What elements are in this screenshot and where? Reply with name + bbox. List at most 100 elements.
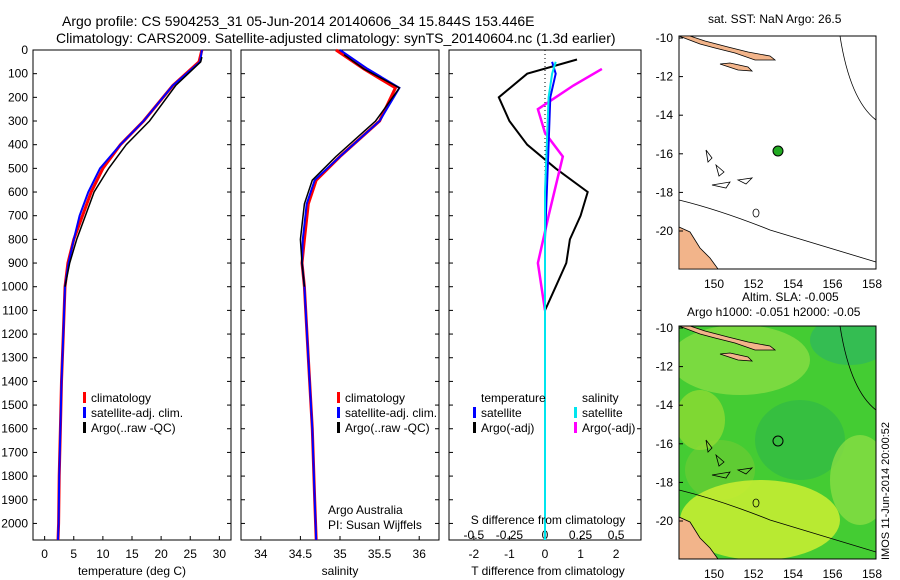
temperature-xtick-label: 5 (70, 547, 77, 561)
salinity-xtick-label: 34.5 (289, 547, 313, 561)
difference-xtick-label: -2 (469, 547, 480, 561)
legend-swatch-satellite (337, 407, 340, 418)
difference-xtick-label: -1 (504, 547, 515, 561)
map-lat-label: -16 (656, 147, 674, 161)
legend-label: climatology (345, 391, 405, 405)
legend-label: Argo(-adj) (582, 421, 635, 435)
sla-patch (679, 390, 725, 450)
temperature-line-argo (64, 56, 203, 287)
difference-xtick-label: 1 (577, 547, 584, 561)
argo-float-position-ring (772, 435, 784, 447)
map-lat-label: -12 (656, 360, 674, 374)
depth-tick-label: 1000 (1, 280, 28, 294)
bottom-map-land-png (679, 326, 777, 351)
legend-swatch-s-argo (574, 422, 577, 433)
map-lon-label: 150 (704, 277, 724, 291)
difference-xtick-label: 0 (542, 547, 549, 561)
bottom-map-land-australia (679, 516, 719, 559)
s-difference-tick-label: 0.25 (569, 528, 593, 542)
difference-line-s-argo (536, 67, 603, 311)
bottom-map-frame (678, 325, 877, 560)
map-lat-label: -12 (656, 70, 674, 84)
map-lat-label: -14 (656, 398, 674, 412)
salinity-line-argo (299, 54, 401, 287)
temperature-xtick-label: 10 (96, 547, 110, 561)
depth-tick-label: 2000 (1, 516, 28, 530)
temperature-legend: climatology satellite-adj. clim. Argo(..… (83, 391, 183, 435)
temperature-line-climatology (56, 49, 204, 541)
legend-swatch-s-satellite (574, 407, 577, 418)
bottom-map-title-1: Altim. SLA: -0.005 (742, 290, 839, 304)
temperature-xtick-label: 0 (41, 547, 48, 561)
temperature-xtick-label: 15 (125, 547, 139, 561)
temperature-xtick-label: 25 (184, 547, 198, 561)
map-lon-label: 150 (704, 567, 724, 580)
bottom-map-title-2: Argo h1000: -0.051 h2000: -0.05 (687, 305, 861, 319)
depth-tick-label: 700 (8, 209, 28, 223)
map-lon-label: 156 (822, 277, 842, 291)
map-lat-label: -14 (656, 108, 674, 122)
depth-tick-label: 1100 (2, 303, 28, 317)
credit-argo-australia: Argo Australia (328, 503, 403, 517)
depth-tick-label: 900 (8, 256, 28, 270)
map-lon-label: 154 (783, 567, 803, 580)
top-map-axes: -10 -12 -14 -16 -18 -20 150 152 154 156 158 (656, 31, 883, 291)
map-lon-label: 154 (783, 277, 803, 291)
sla-patch-high (680, 480, 840, 559)
legend-swatch-t-satellite (473, 407, 476, 418)
title-line-2: Climatology: CARS2009. Satellite-adjuste… (56, 30, 616, 46)
map-lon-label: 152 (743, 277, 763, 291)
salinity-xtick-label: 36 (413, 547, 427, 561)
depth-tick-label: 1300 (1, 351, 28, 365)
map-lat-label: -16 (656, 437, 674, 451)
temperature-xtick-label: 20 (154, 547, 168, 561)
sla-patch (755, 400, 845, 480)
legend-label: Argo(..raw -QC) (345, 421, 430, 435)
depth-tick-label: 1500 (1, 398, 28, 412)
map-lon-label: 156 (822, 567, 842, 580)
depth-tick-label: 1900 (1, 493, 28, 507)
top-map-reefs (705, 149, 754, 189)
depth-tick-label: 1400 (1, 374, 28, 388)
map-lat-label: -18 (656, 185, 674, 199)
legend-swatch-satellite (83, 407, 86, 418)
salinity-panel-frame (240, 49, 440, 541)
top-map (678, 35, 877, 270)
difference-xlabel: T difference from climatology (471, 564, 625, 578)
bottom-map-bathymetry (839, 326, 876, 411)
argo-float-position-dot (772, 145, 784, 157)
top-map-reef (752, 208, 760, 218)
legend-label: Argo(-adj) (481, 421, 534, 435)
legend-label: Argo(..raw -QC) (91, 421, 176, 435)
salinity-legend: climatology satellite-adj. clim. Argo(..… (337, 391, 437, 435)
legend-label: climatology (91, 391, 151, 405)
imos-credit-text: IMOS 11-Jun-2014 20:00:52 (880, 422, 892, 560)
depth-tick-label: 1200 (1, 327, 28, 341)
imos-credit: IMOS 11-Jun-2014 20:00:52 (876, 368, 896, 568)
salinity-xtick-label: 34 (254, 547, 268, 561)
s-difference-label: S difference from climatology (471, 513, 626, 527)
depth-tick-label: 500 (8, 161, 28, 175)
s-difference-tick-label: -0.25 (496, 528, 524, 542)
difference-line-s-satellite (544, 61, 557, 540)
map-lat-label: -20 (656, 514, 674, 528)
temperature-panel-frame (32, 49, 232, 541)
depth-tick-label: 1600 (1, 422, 28, 436)
top-map-land-australia (678, 226, 719, 270)
depth-tick-label: 800 (8, 232, 28, 246)
top-map-bathymetry (839, 35, 877, 121)
depth-tick-label: 400 (8, 138, 28, 152)
profile-lines: 0 5 10 15 20 25 30 34 34.5 35 35.5 36 -2 -1 0 1 2 -0.5 -0.… (41, 48, 625, 561)
title-line-1: Argo profile: CS 5904253_31 05-Jun-2014 … (62, 13, 535, 29)
map-lon-label: 152 (743, 567, 763, 580)
map-lon-label: 158 (862, 567, 882, 580)
bottom-map-reef (752, 498, 760, 508)
temperature-xlabel: temperature (deg C) (78, 564, 186, 578)
bottom-map (679, 326, 876, 559)
s-difference-tick-label: -0.5 (464, 528, 485, 542)
depth-tick-label: 100 (8, 67, 28, 81)
credit-pi: PI: Susan Wijffels (328, 518, 422, 532)
depth-tick-label: 300 (8, 114, 28, 128)
legend-swatch-t-argo (473, 422, 476, 433)
sla-patch (830, 435, 876, 525)
